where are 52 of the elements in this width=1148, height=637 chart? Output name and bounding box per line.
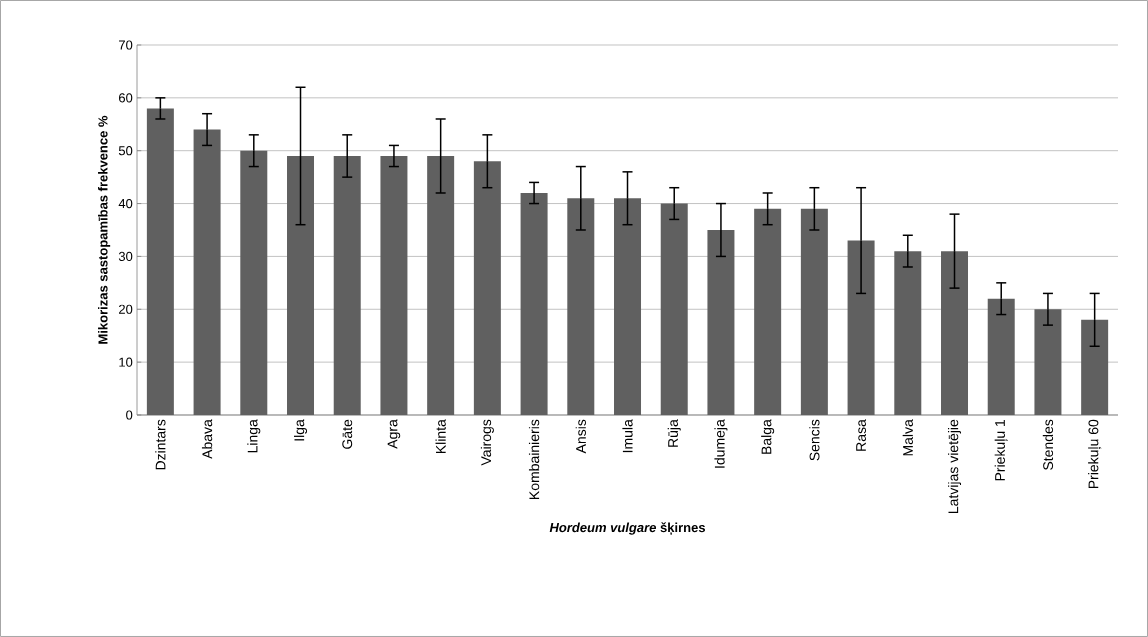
y-tick-label: 60 [119, 93, 133, 103]
bar [333, 155, 361, 415]
bar [287, 155, 315, 415]
x-tick-label: Stendes [1042, 419, 1054, 470]
bar [1034, 309, 1062, 415]
bar [567, 198, 595, 415]
x-tick-label: Kombainieris [528, 419, 540, 499]
x-tick-label: Dzintars [155, 419, 166, 470]
y-axis-title: Mikorizas sastopamības frekvence % [98, 115, 111, 344]
x-axis-title: Hordeum vulgare šķirnes [549, 522, 706, 535]
x-tick-label: Abava [201, 419, 213, 459]
x-tick-label: Rūja [667, 419, 681, 447]
y-tick-label: 40 [118, 198, 133, 209]
bar [941, 251, 969, 415]
bar [473, 161, 501, 415]
bar [660, 203, 688, 415]
x-tick-label: Sencis [809, 419, 820, 461]
x-tick-label: Balga [761, 419, 775, 454]
y-tick-label: 70 [119, 40, 133, 50]
y-tick-label: 20 [119, 304, 133, 314]
y-tick-label: 50 [118, 146, 133, 156]
bar [240, 150, 268, 415]
x-tick-label: Priekuļu 1 [994, 419, 1008, 481]
x-tick-label: Latvijas vietējie [947, 419, 962, 513]
x-tick-label: Imula [622, 419, 633, 453]
y-tick-label: 0 [126, 410, 133, 420]
bar [800, 208, 828, 415]
bar [146, 108, 174, 415]
x-tick-label: Ilga [293, 419, 308, 441]
bar [193, 129, 221, 415]
bar [1081, 319, 1109, 415]
bar [427, 155, 455, 415]
x-tick-label: Klinta [435, 419, 446, 454]
x-tick-label: Ansis [575, 419, 586, 454]
bar [987, 298, 1015, 415]
x-tick-label: Agra [387, 419, 401, 449]
y-tick-label: 30 [118, 251, 133, 262]
y-tick-label: 10 [119, 357, 133, 367]
x-tick-label: Idumeja [714, 419, 728, 468]
x-tick-label: Vairogs [480, 419, 494, 466]
bar [614, 198, 642, 415]
bar [520, 192, 548, 415]
x-tick-label: Malva [902, 419, 913, 456]
x-tick-label: Rasa [856, 419, 866, 451]
x-tick-label: Linga [247, 419, 261, 453]
bar [380, 155, 408, 415]
bar [894, 251, 922, 415]
x-tick-label: Gāte [342, 419, 353, 449]
bar [754, 208, 782, 415]
bar [707, 229, 735, 415]
bar [847, 240, 875, 415]
x-tick-label: Priekuļu 60 [1088, 419, 1102, 489]
